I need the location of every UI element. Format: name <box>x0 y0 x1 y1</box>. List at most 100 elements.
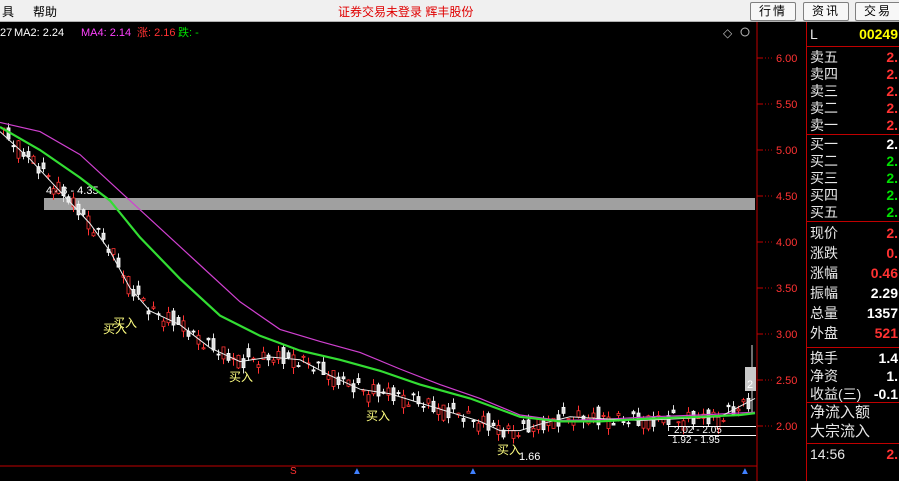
buy-signal: 买入 <box>103 322 127 336</box>
candle-body <box>411 393 416 396</box>
candle-body <box>56 181 61 194</box>
candle-body <box>211 338 216 351</box>
candle-body <box>566 418 571 420</box>
candle-body <box>241 358 246 369</box>
candle-body <box>646 415 651 430</box>
stat-row: 涨跌 0. <box>807 245 899 262</box>
price-tick-label: 5.50 <box>776 99 797 111</box>
circle-icon[interactable] <box>740 27 750 37</box>
ma-label-down: 跌: - <box>178 25 199 39</box>
candle-body <box>426 398 431 404</box>
candle-body <box>256 364 261 368</box>
candle-body <box>271 359 276 363</box>
candle-body <box>616 413 621 416</box>
candle-body <box>491 422 496 427</box>
diamond-icon[interactable]: ◇ <box>723 26 733 40</box>
stat-row: 现价 2. <box>807 225 899 242</box>
candle-body <box>261 351 266 360</box>
candle-body <box>401 394 406 409</box>
stat-row: 外盘 521 <box>807 325 899 342</box>
candle-body <box>276 351 281 360</box>
candle-body <box>246 348 251 358</box>
candle-body <box>286 352 291 358</box>
ask-value: 2. <box>886 100 898 116</box>
ma-label-ma4: MA4: 2.14 <box>81 27 131 39</box>
candle-body <box>81 209 86 215</box>
stat-label: 涨跌 <box>810 245 838 261</box>
candle-body <box>91 232 96 237</box>
candle-body <box>171 310 176 326</box>
candle-body <box>316 361 321 364</box>
candle-body <box>46 175 51 177</box>
candle-body <box>301 355 306 358</box>
candle-body <box>516 435 521 437</box>
candle-body <box>631 411 636 415</box>
kline-chart[interactable]: 27 MA2: 2.24 MA4: 2.14 涨: 2.16 跌: - ◇ 6.… <box>0 22 806 481</box>
stat-label: 净资 <box>810 368 838 384</box>
stat-label: 换手 <box>810 350 838 366</box>
buy-signal: 买入 <box>113 316 137 330</box>
candle-body <box>151 306 156 309</box>
bid-label: 买四 <box>810 187 838 203</box>
candle-body <box>326 375 331 380</box>
event-marker-icon[interactable]: S <box>290 466 297 477</box>
menu-bar: 具 帮助 证券交易未登录 辉丰股份 行情 资讯 交易 <box>0 0 899 22</box>
price-tick-label: 3.50 <box>776 283 797 295</box>
stat-label: 涨幅 <box>810 265 838 281</box>
resistance-band <box>44 198 755 210</box>
bid-value: 2. <box>886 204 898 220</box>
candle-body <box>161 320 166 328</box>
stat-row: 收益(三) -0.1 <box>807 386 899 403</box>
candle-body <box>511 430 516 439</box>
candle-body <box>461 418 466 422</box>
quotes-button[interactable]: 行情 <box>750 2 796 21</box>
candle-body <box>96 227 101 230</box>
stock-code: 00249 <box>859 26 898 42</box>
news-button[interactable]: 资讯 <box>803 2 849 21</box>
candle-body <box>446 407 451 419</box>
candle-body <box>451 402 456 410</box>
candle-body <box>386 387 391 396</box>
buy-signal: 买入 <box>229 370 253 384</box>
triangle-marker-icon[interactable]: ▲ <box>740 466 750 477</box>
candle-body <box>376 384 381 397</box>
candle-body <box>596 406 601 426</box>
triangle-marker-icon[interactable]: ▲ <box>468 466 478 477</box>
time-row: 14:56 2. <box>807 446 899 463</box>
candle-body <box>351 383 356 393</box>
price-tick-label: 2.50 <box>776 375 797 387</box>
stat-row: 振幅 2.29 <box>807 285 899 302</box>
side-marker <box>745 367 756 391</box>
trade-button[interactable]: 交易 <box>855 2 899 21</box>
bid-value: 2. <box>886 153 898 169</box>
candle-body <box>561 406 566 414</box>
candle-body <box>216 353 221 356</box>
menu-item-tools[interactable]: 具 <box>2 5 15 19</box>
stat-label: 总量 <box>810 305 838 321</box>
ask-label: 卖二 <box>810 100 838 116</box>
ask-value: 2. <box>886 117 898 133</box>
range-line-upper <box>668 426 756 427</box>
quote-panel: L 00249 卖五 2. 卖四 2. 卖三 2. 卖二 2. 卖一 2. 买一 2. 买二 2. 买三 2… <box>806 22 899 481</box>
candle-body <box>201 347 206 350</box>
candle-body <box>506 425 511 429</box>
bid-label: 买二 <box>810 153 838 169</box>
price-tick-label: 2.00 <box>776 421 797 433</box>
candle-body <box>321 361 326 375</box>
net-inflow-label: 净流入额 <box>810 404 871 421</box>
stat-row: 净资 1. <box>807 368 899 385</box>
candle-body <box>681 420 686 431</box>
bid-row: 买五 2. <box>807 204 899 221</box>
candle-body <box>551 417 556 429</box>
candle-body <box>466 410 471 414</box>
candlesticks <box>1 123 753 444</box>
price-tick-label: 4.50 <box>776 191 797 203</box>
stat-row: 涨幅 0.46 <box>807 265 899 282</box>
menu-item-help[interactable]: 帮助 <box>33 5 58 19</box>
ask-value: 2. <box>886 66 898 82</box>
triangle-marker-icon[interactable]: ▲ <box>352 466 362 477</box>
ma-label-up: 涨: 2.16 <box>137 26 176 39</box>
price-tick-label: 5.00 <box>776 145 797 157</box>
candle-body <box>441 404 446 421</box>
ask-label: 卖一 <box>810 117 838 133</box>
